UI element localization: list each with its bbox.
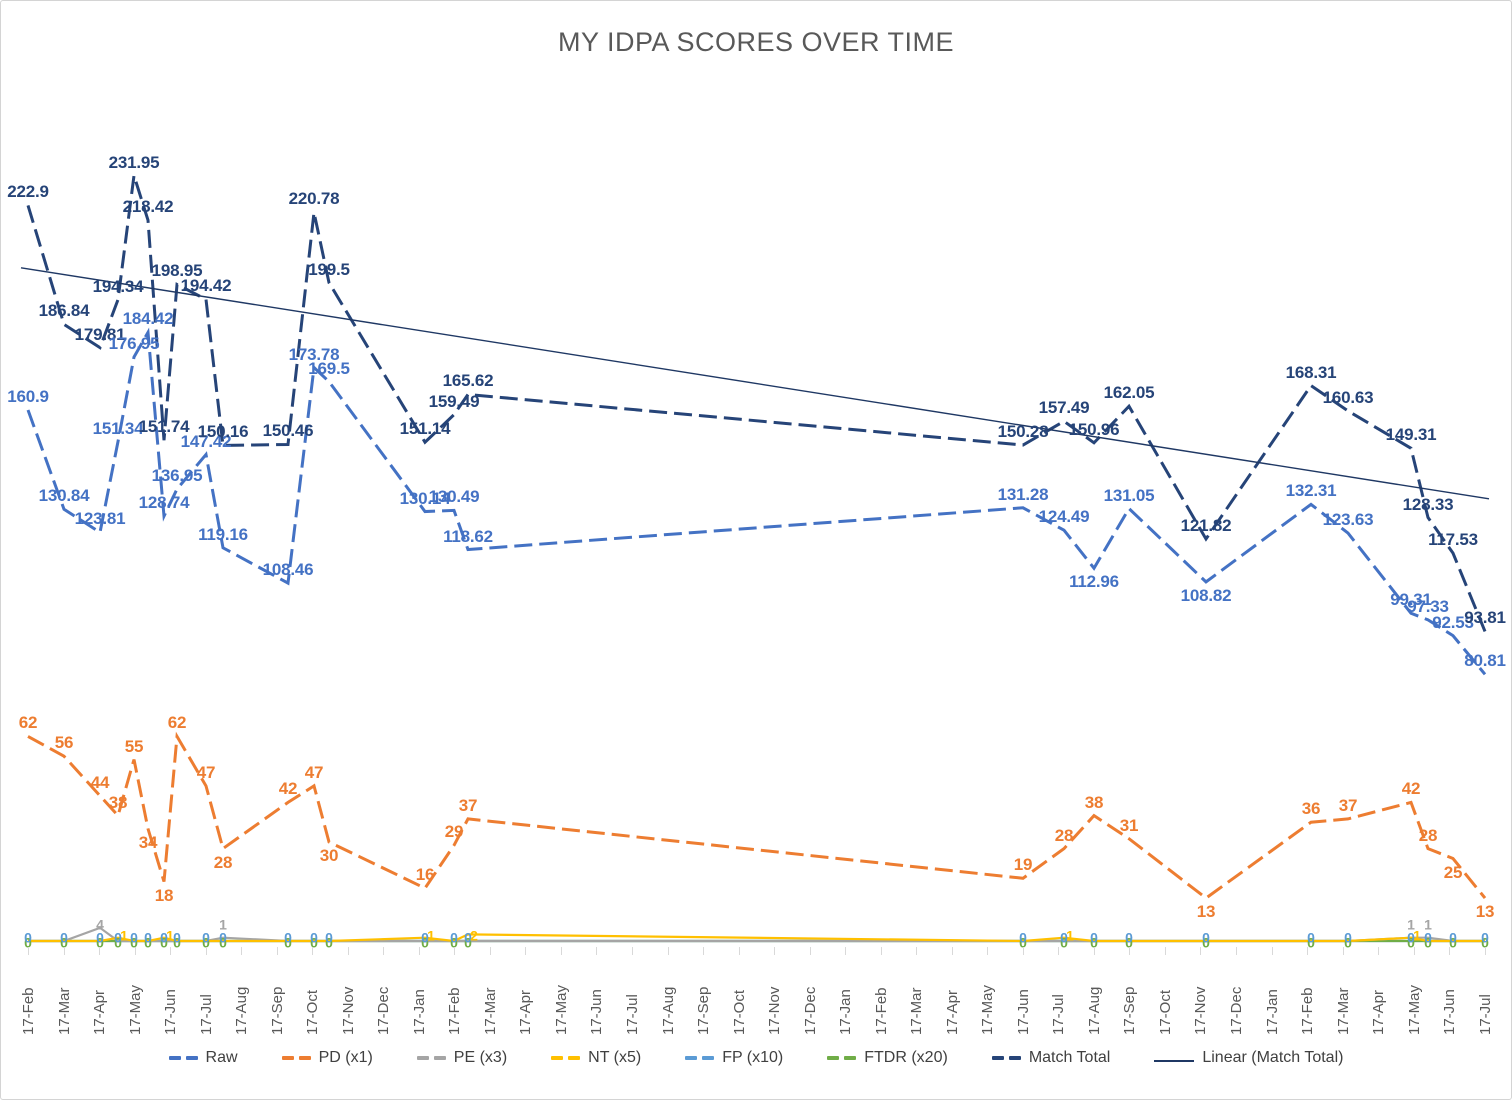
legend-item-linear-match-total[interactable]: Linear (Match Total) [1154,1049,1343,1067]
legend-item-label: Match Total [1028,1049,1111,1066]
legend-dash-swatch [685,1056,715,1060]
legend: Raw PD (x1) PE (x3) NT (x5) FP (x10) FTDR (x2… [1,1049,1511,1067]
legend-item-label: Raw [205,1049,238,1066]
legend-item-ftdr-x20[interactable]: FTDR (x20) [827,1049,948,1067]
legend-dash-swatch [416,1056,446,1060]
pe-line [28,926,1485,943]
legend-item-raw[interactable]: Raw [168,1049,238,1067]
legend-dash-swatch [551,1056,581,1060]
legend-item-label: PE (x3) [453,1049,508,1066]
nt-line [28,933,1485,943]
legend-item-pe-x3[interactable]: PE (x3) [416,1049,508,1067]
raw-line [26,327,1487,676]
legend-dash-swatch [827,1056,857,1060]
pd-line [27,731,1487,900]
chart-title: MY IDPA SCORES OVER TIME [557,27,955,57]
legend-item-nt-x5[interactable]: NT (x5) [551,1049,641,1067]
legend-item-label: FTDR (x20) [864,1049,948,1066]
legend-dash-swatch [281,1056,311,1060]
total-line [26,175,1487,632]
legend-item-label: NT (x5) [588,1049,642,1066]
legend-line-swatch [1154,1049,1195,1067]
legend-item-fp-x10[interactable]: FP (x10) [685,1049,783,1067]
trendline-match-total [20,267,1490,500]
legend-dash-swatch [168,1056,198,1060]
legend-item-match-total[interactable]: Match Total [991,1049,1111,1067]
legend-item-pd-x1[interactable]: PD (x1) [281,1049,373,1067]
legend-item-label: Linear (Match Total) [1202,1049,1344,1066]
legend-dash-swatch [991,1056,1021,1060]
legend-item-label: FP (x10) [722,1049,784,1066]
legend-item-label: PD (x1) [318,1049,373,1066]
